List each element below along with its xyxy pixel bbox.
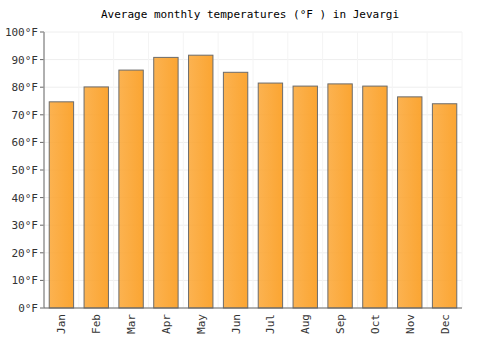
grid-line (44, 308, 462, 309)
category-label: Apr (160, 314, 173, 334)
tick-mark (40, 170, 44, 171)
tick-mark (40, 308, 44, 309)
tick-label: 70°F (12, 109, 39, 122)
grid-line-v (183, 32, 184, 308)
grid-line-v (287, 32, 288, 308)
tick-label: 100°F (5, 26, 38, 39)
tick-mark (40, 32, 44, 33)
tick-mark (40, 252, 44, 253)
tick-label: 10°F (12, 274, 39, 287)
bar (154, 57, 178, 308)
tick-mark (40, 225, 44, 226)
tick-label: 20°F (12, 247, 39, 260)
bar (328, 84, 352, 308)
tick-label: 50°F (12, 164, 39, 177)
category-label: Mar (125, 314, 138, 334)
bar (258, 83, 282, 308)
grid-line-v (113, 32, 114, 308)
tick-mark (40, 114, 44, 115)
bar (84, 87, 108, 308)
category-label: May (195, 314, 208, 334)
bar (223, 72, 247, 308)
grid-line-v (462, 32, 463, 308)
y-axis (44, 32, 45, 308)
category-label: Jul (264, 314, 277, 334)
bar (363, 86, 387, 308)
category-label: Sep (334, 314, 347, 334)
category-label: Jun (230, 314, 243, 334)
grid-line-v (427, 32, 428, 308)
bar (293, 86, 317, 308)
bar (398, 97, 422, 308)
category-label: Aug (299, 314, 312, 334)
tick-mark (40, 197, 44, 198)
grid-line-v (322, 32, 323, 308)
tick-label: 60°F (12, 136, 39, 149)
title: Average monthly temperatures (°F ) in Je… (101, 8, 399, 21)
tick-label: 90°F (12, 54, 39, 67)
tick-mark (40, 142, 44, 143)
chart: Average monthly temperatures (°F ) in Je… (0, 0, 500, 350)
grid-line-v (78, 32, 79, 308)
grid-line-v (148, 32, 149, 308)
tick-label: 30°F (12, 219, 39, 232)
bar (49, 102, 73, 308)
tick-mark (40, 87, 44, 88)
grid-line-v (44, 32, 45, 308)
x-axis (44, 308, 462, 309)
grid-line-v (357, 32, 358, 308)
grid-line-v (218, 32, 219, 308)
tick-label: 0°F (18, 302, 38, 315)
tick-mark (40, 280, 44, 281)
category-label: Jan (55, 314, 68, 334)
tick-label: 80°F (12, 81, 39, 94)
grid-line-v (392, 32, 393, 308)
category-label: Dec (439, 314, 452, 334)
bar (189, 55, 213, 308)
category-label: Nov (404, 314, 417, 334)
category-label: Oct (369, 314, 382, 334)
tick-label: 40°F (12, 192, 39, 205)
bar (432, 104, 456, 308)
tick-mark (40, 59, 44, 60)
grid-line-v (253, 32, 254, 308)
bar (119, 70, 143, 308)
category-label: Feb (90, 314, 103, 334)
